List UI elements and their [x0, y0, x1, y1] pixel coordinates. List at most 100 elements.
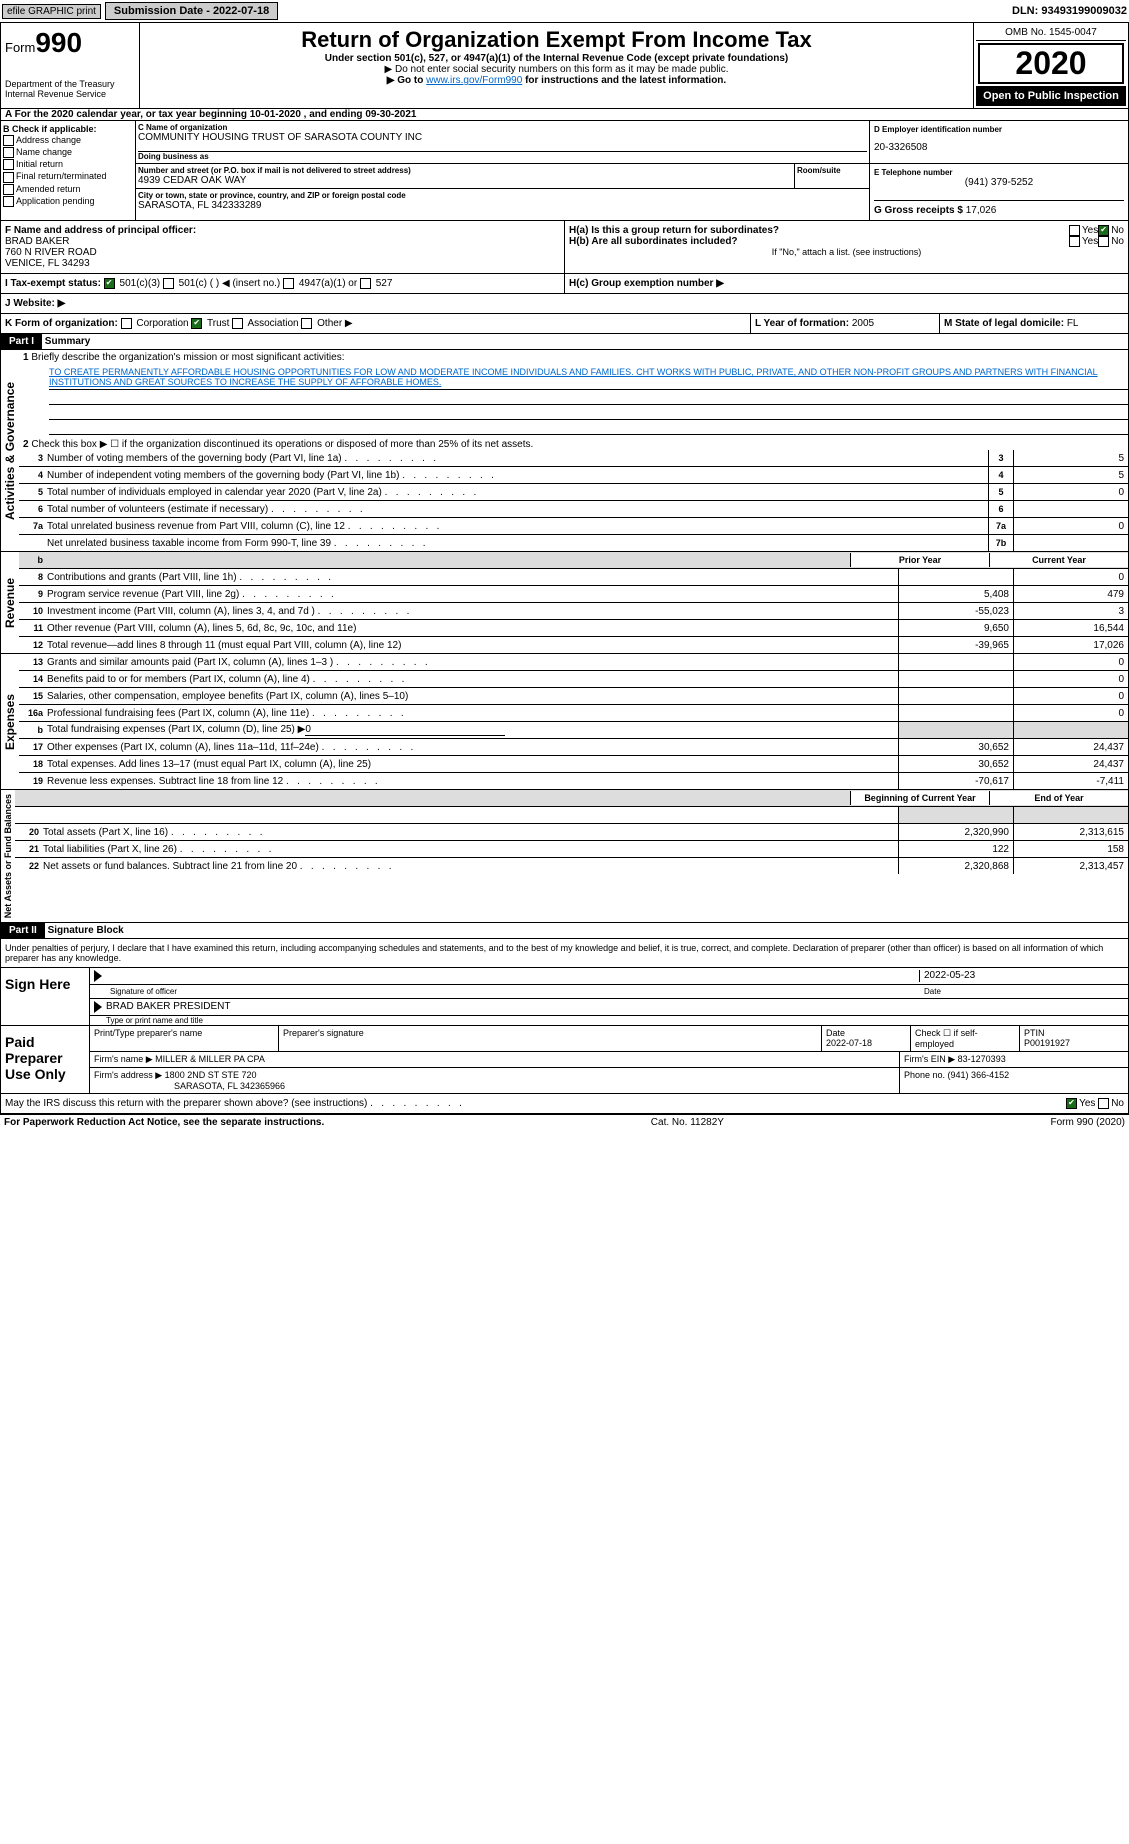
form-number: 990 — [35, 27, 82, 58]
chk-corp[interactable] — [121, 318, 132, 329]
lbl-address: Address change — [16, 135, 81, 145]
gross-label: G Gross receipts $ — [874, 205, 966, 216]
hb-no-chk[interactable] — [1098, 236, 1109, 247]
phone-label: E Telephone number — [874, 168, 1124, 177]
footer-right: Form 990 (2020) — [1051, 1117, 1125, 1128]
officer-addr1: 760 N RIVER ROAD — [5, 247, 560, 258]
c22: 2,313,457 — [1013, 858, 1128, 874]
lbl-name: Name change — [16, 147, 72, 157]
firm-addr-label: Firm's address ▶ — [94, 1070, 162, 1080]
l21-text: Total liabilities (Part X, line 26) — [43, 843, 898, 856]
v5: 0 — [1014, 484, 1128, 500]
l17-text: Other expenses (Part IX, column (A), lin… — [47, 741, 898, 754]
chk-address[interactable] — [3, 135, 14, 146]
chk-name[interactable] — [3, 147, 14, 158]
p14 — [898, 671, 1013, 687]
c21: 158 — [1013, 841, 1128, 857]
l6-text: Total number of volunteers (estimate if … — [47, 503, 988, 516]
vlabel-exp: Expenses — [1, 654, 19, 789]
prep-phone-label: Phone no. — [904, 1070, 948, 1080]
l12-text: Total revenue—add lines 8 through 11 (mu… — [47, 639, 898, 652]
tax-status-label: I Tax-exempt status: — [5, 278, 101, 289]
l16b-text: Total fundraising expenses (Part IX, col… — [47, 724, 305, 735]
ha-yes: Yes — [1082, 225, 1098, 236]
addr-value: 4939 CEDAR OAK WAY — [138, 175, 792, 186]
prep-sig-label: Preparer's signature — [283, 1028, 817, 1038]
v7b — [1014, 535, 1128, 551]
v6 — [1014, 501, 1128, 517]
c17: 24,437 — [1013, 739, 1128, 755]
p21: 122 — [898, 841, 1013, 857]
begin-hdr: Beginning of Current Year — [850, 791, 989, 805]
l22-text: Net assets or fund balances. Subtract li… — [43, 860, 898, 873]
v16b: 0 — [305, 724, 505, 736]
firm-ein-label: Firm's EIN ▶ — [904, 1054, 955, 1064]
l4-text: Number of independent voting members of … — [47, 469, 988, 482]
ssn-note: ▶ Do not enter social security numbers o… — [144, 64, 969, 75]
p9: 5,408 — [898, 586, 1013, 602]
chk-assoc[interactable] — [232, 318, 243, 329]
hc-label: H(c) Group exemption number ▶ — [569, 278, 724, 289]
l5-text: Total number of individuals employed in … — [47, 486, 988, 499]
chk-501c3[interactable] — [104, 278, 115, 289]
lbl-assoc: Association — [247, 318, 298, 329]
goto-prefix: ▶ Go to — [387, 75, 426, 86]
irs-link[interactable]: www.irs.gov/Form990 — [426, 75, 522, 86]
p17: 30,652 — [898, 739, 1013, 755]
hb-yes-chk[interactable] — [1069, 236, 1080, 247]
chk-4947[interactable] — [283, 278, 294, 289]
vlabel-rev: Revenue — [1, 552, 19, 653]
chk-501c[interactable] — [163, 278, 174, 289]
chk-other[interactable] — [301, 318, 312, 329]
chk-pending[interactable] — [3, 196, 14, 207]
discuss-no: No — [1111, 1098, 1124, 1109]
form-word: Form — [5, 40, 35, 55]
prep-name-label: Print/Type preparer's name — [94, 1028, 274, 1038]
domicile-label: M State of legal domicile: — [944, 318, 1067, 329]
year-formation: 2005 — [852, 318, 874, 329]
prep-date: 2022-07-18 — [826, 1038, 906, 1048]
p15 — [898, 688, 1013, 704]
declaration: Under penalties of perjury, I declare th… — [0, 939, 1129, 968]
l15-text: Salaries, other compensation, employee b… — [47, 690, 898, 703]
irs-label: Internal Revenue Service — [5, 89, 135, 99]
p12: -39,965 — [898, 637, 1013, 653]
p10: -55,023 — [898, 603, 1013, 619]
ha-no-chk[interactable] — [1098, 225, 1109, 236]
c8: 0 — [1013, 569, 1128, 585]
c10: 3 — [1013, 603, 1128, 619]
ha-yes-chk[interactable] — [1069, 225, 1080, 236]
chk-final[interactable] — [3, 172, 14, 183]
c13: 0 — [1013, 654, 1128, 670]
ha-no: No — [1111, 225, 1124, 236]
form-org-label: K Form of organization: — [5, 318, 118, 329]
lbl-corp: Corporation — [136, 318, 188, 329]
vlabel-net: Net Assets or Fund Balances — [1, 790, 15, 922]
p19: -70,617 — [898, 773, 1013, 789]
vlabel-gov: Activities & Governance — [1, 350, 19, 551]
chk-trust[interactable] — [191, 318, 202, 329]
firm-name-label: Firm's name ▶ — [94, 1054, 153, 1064]
l2-text: Check this box ▶ ☐ if the organization d… — [31, 439, 533, 450]
l10-text: Investment income (Part VIII, column (A)… — [47, 605, 898, 618]
dept-treasury: Department of the Treasury — [5, 79, 135, 89]
check-self: Check ☐ if self-employed — [911, 1026, 1020, 1051]
l19-text: Revenue less expenses. Subtract line 18 … — [47, 775, 898, 788]
chk-initial[interactable] — [3, 159, 14, 170]
part2-title: Part II — [1, 923, 45, 938]
chk-amended[interactable] — [3, 184, 14, 195]
c19: -7,411 — [1013, 773, 1128, 789]
arrow-icon — [94, 970, 102, 982]
lbl-501c: 501(c) ( ) ◀ (insert no.) — [179, 278, 281, 289]
p16a — [898, 705, 1013, 721]
discuss-no-chk[interactable] — [1098, 1098, 1109, 1109]
mission-text[interactable]: TO CREATE PERMANENTLY AFFORDABLE HOUSING… — [49, 365, 1128, 390]
footer-left: For Paperwork Reduction Act Notice, see … — [4, 1117, 324, 1128]
hb-no: No — [1111, 236, 1124, 247]
chk-527[interactable] — [360, 278, 371, 289]
ha-label: H(a) Is this a group return for subordin… — [569, 225, 779, 236]
org-name-label: C Name of organization — [138, 123, 867, 132]
discuss-yes-chk[interactable] — [1066, 1098, 1077, 1109]
current-hdr: Current Year — [989, 553, 1128, 567]
c12: 17,026 — [1013, 637, 1128, 653]
